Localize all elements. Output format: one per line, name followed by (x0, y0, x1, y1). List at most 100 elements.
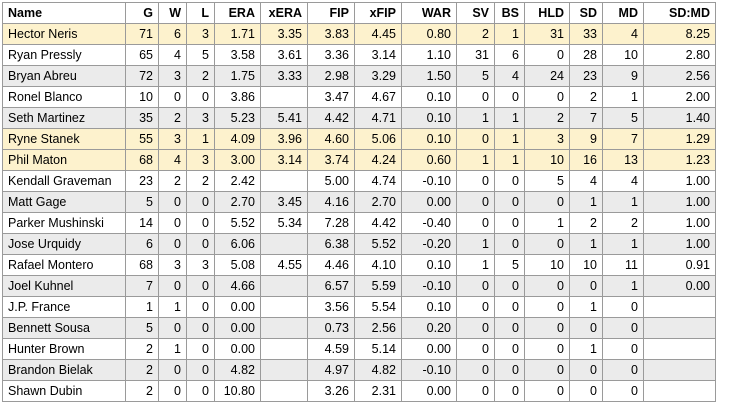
stat-cell: 10 (524, 254, 570, 276)
stat-cell: 5 (125, 317, 159, 339)
stat-cell: 0 (456, 338, 495, 360)
stat-cell: 3 (186, 23, 215, 45)
stat-cell: 11 (602, 254, 644, 276)
table-body: Hector Neris 71 6 3 1.71 3.35 3.83 4.45 0.80 2 1 31… (2, 23, 716, 402)
stat-cell: 4.10 (354, 254, 402, 276)
stat-cell: 4.97 (307, 359, 355, 381)
stat-cell: 0 (186, 86, 215, 108)
stat-cell: 3.29 (354, 65, 402, 87)
stat-cell: 1.00 (643, 191, 716, 213)
pitching-stats-table: Name G W L ERA xERA FIP xFIP WAR SV BS HLD SD MD SD:MD… (2, 2, 716, 402)
stat-cell: -0.10 (401, 170, 457, 192)
stat-cell: 2.56 (354, 317, 402, 339)
stat-cell: 4.71 (354, 107, 402, 129)
table-row: Jose Urquidy 6 0 0 6.06 6.38 5.52 -0.20 1 0 0 1 1 1.0… (2, 233, 716, 255)
stat-cell: 0 (158, 359, 187, 381)
stat-cell: 2.31 (354, 380, 402, 402)
table-row: Bryan Abreu 72 3 2 1.75 3.33 2.98 3.29 1.50 5 4 24 2… (2, 65, 716, 87)
stat-cell: 1.23 (643, 149, 716, 171)
stat-cell: 3 (186, 107, 215, 129)
stat-cell: 9 (569, 128, 603, 150)
stat-cell: 23 (569, 65, 603, 87)
stat-cell: 3.36 (307, 44, 355, 66)
player-name-cell: Joel Kuhnel (2, 275, 126, 297)
stat-cell: 5 (186, 44, 215, 66)
stat-cell: 2.42 (214, 170, 261, 192)
stat-cell: 0 (494, 275, 525, 297)
stat-cell: 1 (125, 296, 159, 318)
stat-cell: 2.00 (643, 86, 716, 108)
stat-cell: 2 (524, 107, 570, 129)
stat-cell (643, 359, 716, 381)
table-row: Kendall Graveman 23 2 2 2.42 5.00 4.74 -0.10 0 0 5… (2, 170, 716, 192)
stat-cell: 1.00 (643, 212, 716, 234)
stat-cell: 6.38 (307, 233, 355, 255)
stat-cell: 10 (602, 44, 644, 66)
stat-cell: 31 (456, 44, 495, 66)
stat-cell: 1 (494, 128, 525, 150)
stat-cell (260, 317, 308, 339)
stat-cell: 5.08 (214, 254, 261, 276)
stat-cell: 0 (456, 359, 495, 381)
stat-cell: 1 (494, 23, 525, 45)
stat-cell: 2 (602, 212, 644, 234)
stat-cell: -0.40 (401, 212, 457, 234)
player-name-cell: Phil Maton (2, 149, 126, 171)
table-row: J.P. France 1 1 0 0.00 3.56 5.54 0.10 0 0 0 1 0 (2, 296, 716, 318)
stat-cell: 5.14 (354, 338, 402, 360)
stat-cell: 6 (125, 233, 159, 255)
column-header: xERA (260, 2, 308, 24)
stat-cell: 0 (494, 317, 525, 339)
stat-cell: 0 (494, 86, 525, 108)
stat-cell: 0 (602, 317, 644, 339)
stat-cell: 10.80 (214, 380, 261, 402)
stat-cell: 0 (524, 296, 570, 318)
stat-cell: 1.00 (643, 233, 716, 255)
stat-cell: 68 (125, 254, 159, 276)
stat-cell (260, 86, 308, 108)
stat-cell: 3 (524, 128, 570, 150)
stat-cell: 3.14 (354, 44, 402, 66)
stat-cell: 6 (158, 23, 187, 45)
stat-cell: 4.09 (214, 128, 261, 150)
stat-cell: 1.10 (401, 44, 457, 66)
table-row: Joel Kuhnel 7 0 0 4.66 6.57 5.59 -0.10 0 0 0 0 1 0.00 (2, 275, 716, 297)
stat-cell: 0.00 (401, 338, 457, 360)
stat-cell: 4.82 (214, 359, 261, 381)
table-row: Rafael Montero 68 3 3 5.08 4.55 4.46 4.10 0.10 1 5… (2, 254, 716, 276)
stat-cell: 3.47 (307, 86, 355, 108)
player-name-cell: Rafael Montero (2, 254, 126, 276)
table-row: Shawn Dubin 2 0 0 10.80 3.26 2.31 0.00 0 0 0 0 0 (2, 380, 716, 402)
table-row: Hunter Brown 2 1 0 0.00 4.59 5.14 0.00 0 0 0 1 0 (2, 338, 716, 360)
table-row: Ryne Stanek 55 3 1 4.09 3.96 4.60 5.06 0.10 0 1 3 9 7… (2, 128, 716, 150)
stat-cell: 65 (125, 44, 159, 66)
stat-cell: 0.00 (401, 191, 457, 213)
stat-cell: 0 (456, 296, 495, 318)
stat-cell: 0.00 (214, 338, 261, 360)
player-name-cell: Jose Urquidy (2, 233, 126, 255)
stat-cell: 5.52 (354, 233, 402, 255)
stat-cell: 1 (569, 296, 603, 318)
stat-cell: 0 (456, 170, 495, 192)
stat-cell: 4 (569, 170, 603, 192)
table-header: Name G W L ERA xERA FIP xFIP WAR SV BS HLD SD MD SD:MD (2, 2, 716, 24)
stat-cell: 0 (494, 233, 525, 255)
stat-cell: 5.23 (214, 107, 261, 129)
stat-cell: 1.40 (643, 107, 716, 129)
stat-cell: 5.00 (307, 170, 355, 192)
player-name-cell: Ryan Pressly (2, 44, 126, 66)
stat-cell: 4 (602, 23, 644, 45)
stat-cell: 1 (602, 86, 644, 108)
stat-cell: 0 (186, 380, 215, 402)
column-header: Name (2, 2, 126, 24)
stat-cell: 2.56 (643, 65, 716, 87)
stat-cell (643, 338, 716, 360)
stat-cell: 0 (524, 317, 570, 339)
table-row: Bennett Sousa 5 0 0 0.00 0.73 2.56 0.20 0 0 0 0 0 (2, 317, 716, 339)
stat-cell: 10 (569, 254, 603, 276)
stat-cell: 7 (569, 107, 603, 129)
stat-cell: 0 (569, 275, 603, 297)
stat-cell: -0.10 (401, 359, 457, 381)
stat-cell: 0.00 (214, 296, 261, 318)
stat-cell: 1 (158, 338, 187, 360)
